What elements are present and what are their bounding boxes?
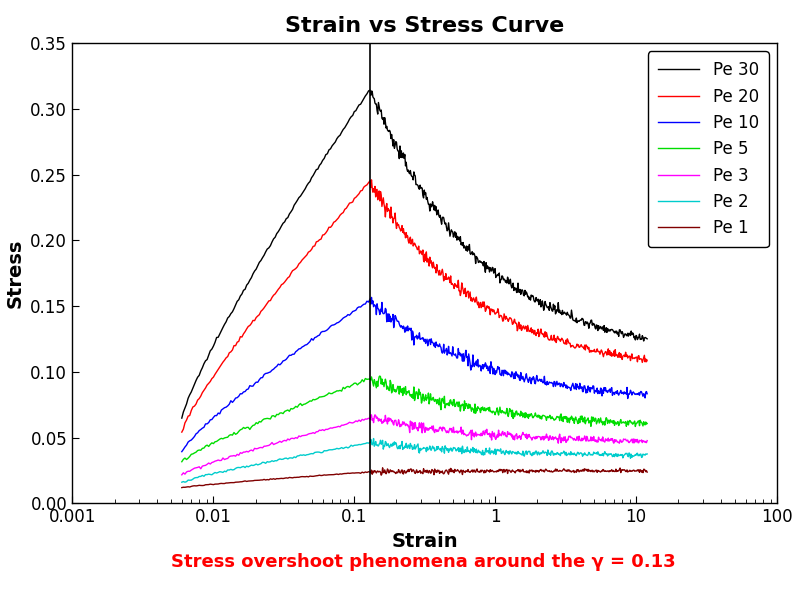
Pe 10	[519, 375, 529, 383]
Pe 20	[223, 353, 232, 360]
Pe 2	[453, 446, 462, 454]
Line: Pe 1: Pe 1	[182, 468, 647, 488]
Title: Strain vs Stress Curve: Strain vs Stress Curve	[285, 16, 564, 36]
Pe 5	[519, 411, 529, 419]
Pe 2	[180, 478, 190, 486]
Pe 5	[375, 372, 384, 379]
Pe 1	[598, 466, 607, 473]
Pe 1	[177, 484, 187, 491]
Pe 1	[452, 467, 461, 475]
X-axis label: Strain: Strain	[391, 532, 458, 551]
Pe 30	[177, 414, 187, 422]
Pe 30	[493, 272, 503, 279]
Pe 10	[598, 386, 607, 394]
Y-axis label: Stress: Stress	[6, 239, 25, 308]
Line: Pe 10: Pe 10	[182, 297, 647, 452]
Pe 5	[177, 458, 187, 465]
Pe 20	[376, 188, 385, 195]
Pe 10	[376, 306, 385, 313]
Pe 3	[642, 437, 652, 445]
Pe 30	[376, 107, 385, 115]
Pe 3	[519, 431, 529, 438]
Pe 20	[367, 176, 376, 184]
Pe 1	[642, 468, 652, 476]
Pe 30	[223, 314, 232, 322]
Pe 30	[452, 236, 461, 244]
Pe 20	[452, 284, 461, 291]
Pe 20	[493, 309, 503, 316]
Pe 5	[493, 411, 503, 419]
Pe 1	[493, 467, 503, 475]
Pe 2	[642, 450, 652, 457]
Pe 30	[642, 335, 652, 343]
Line: Pe 3: Pe 3	[182, 415, 647, 475]
Pe 5	[452, 398, 461, 406]
Line: Pe 5: Pe 5	[182, 376, 647, 462]
Pe 30	[365, 87, 375, 94]
Pe 20	[519, 322, 529, 330]
Pe 1	[375, 468, 384, 475]
Pe 3	[376, 418, 385, 425]
Pe 1	[378, 464, 388, 472]
Pe 10	[452, 354, 461, 362]
Pe 20	[598, 350, 607, 357]
Pe 2	[368, 435, 378, 442]
Line: Pe 30: Pe 30	[182, 90, 647, 418]
Line: Pe 20: Pe 20	[182, 180, 647, 432]
Pe 10	[367, 293, 376, 301]
Pe 2	[598, 452, 608, 459]
Pe 5	[598, 421, 607, 429]
Legend: Pe 30, Pe 20, Pe 10, Pe 5, Pe 3, Pe 2, Pe 1: Pe 30, Pe 20, Pe 10, Pe 5, Pe 3, Pe 2, P…	[647, 52, 769, 247]
Pe 20	[642, 357, 652, 364]
Pe 3	[493, 427, 503, 434]
Line: Pe 2: Pe 2	[182, 438, 647, 482]
Pe 10	[493, 365, 503, 373]
Pe 30	[598, 323, 607, 330]
Pe 5	[642, 420, 652, 427]
Pe 10	[177, 448, 187, 456]
Pe 20	[177, 429, 187, 436]
Pe 1	[519, 468, 529, 475]
Pe 2	[177, 478, 187, 486]
Pe 2	[376, 441, 386, 448]
Text: Stress overshoot phenomena around the γ = 0.13: Stress overshoot phenomena around the γ …	[171, 553, 675, 570]
Pe 2	[224, 466, 234, 473]
Pe 5	[376, 373, 385, 381]
Pe 3	[177, 471, 187, 478]
Pe 1	[223, 480, 232, 487]
Pe 3	[223, 455, 232, 462]
Pe 2	[494, 448, 504, 455]
Pe 10	[223, 402, 232, 410]
Pe 5	[223, 433, 232, 441]
Pe 10	[642, 390, 652, 397]
Pe 3	[452, 427, 461, 435]
Pe 3	[370, 411, 380, 419]
Pe 2	[519, 453, 529, 460]
Pe 3	[598, 433, 607, 441]
Pe 30	[519, 292, 529, 299]
